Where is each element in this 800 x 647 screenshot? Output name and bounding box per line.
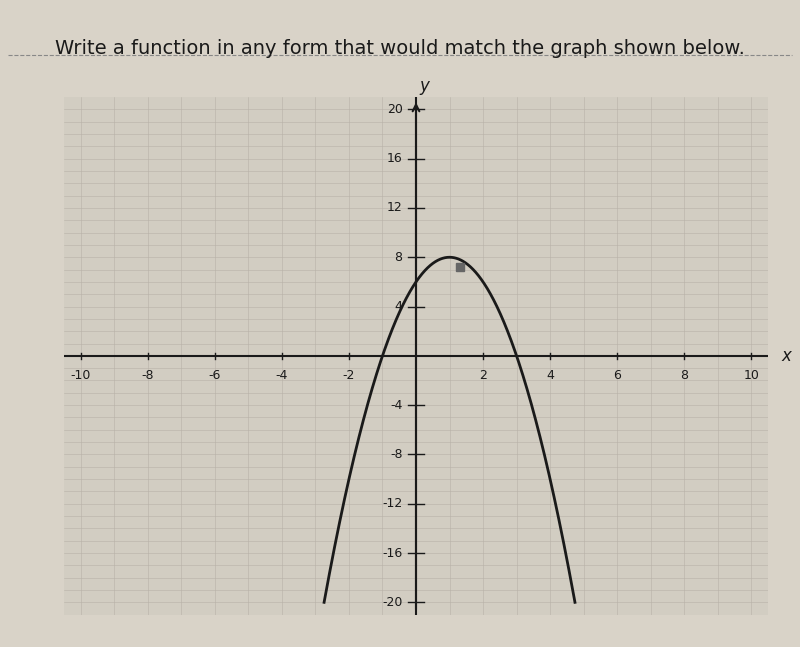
Text: 4: 4	[394, 300, 402, 313]
Text: -4: -4	[390, 399, 402, 411]
Text: -12: -12	[382, 498, 402, 510]
Text: 4: 4	[546, 369, 554, 382]
Text: 10: 10	[743, 369, 759, 382]
Text: Write a function in any form that would match the graph shown below.: Write a function in any form that would …	[55, 39, 745, 58]
Text: 6: 6	[614, 369, 621, 382]
Text: x: x	[782, 347, 791, 365]
Text: -8: -8	[390, 448, 402, 461]
Text: 8: 8	[680, 369, 688, 382]
Text: 20: 20	[386, 103, 402, 116]
Text: -8: -8	[142, 369, 154, 382]
Text: -10: -10	[70, 369, 91, 382]
Text: -4: -4	[276, 369, 288, 382]
Text: 8: 8	[394, 251, 402, 264]
Text: 12: 12	[387, 201, 402, 214]
Text: -16: -16	[382, 547, 402, 560]
Text: 2: 2	[479, 369, 487, 382]
Text: -6: -6	[209, 369, 221, 382]
Text: -2: -2	[342, 369, 355, 382]
Text: -20: -20	[382, 596, 402, 609]
Text: 16: 16	[387, 152, 402, 165]
Text: y: y	[419, 76, 430, 94]
